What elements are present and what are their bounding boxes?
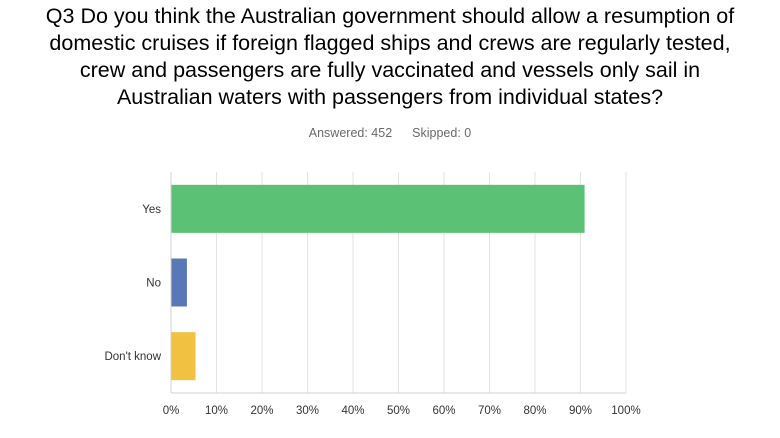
answered-count: Answered: 452	[308, 126, 393, 140]
x-tick-label: 20%	[250, 405, 273, 417]
bar	[171, 332, 196, 381]
skipped-count: Skipped: 0	[412, 126, 472, 140]
x-tick-label: 30%	[296, 405, 319, 417]
question-title: Q3 Do you think the Australian governmen…	[0, 3, 780, 111]
x-tick-label: 40%	[341, 405, 364, 417]
category-label: Don't know	[104, 351, 161, 363]
x-tick-label: 100%	[611, 405, 640, 417]
response-stats: Answered: 452 Skipped: 0	[0, 126, 780, 140]
x-tick-label: 0%	[163, 405, 180, 417]
x-tick-label: 70%	[478, 405, 501, 417]
bar	[171, 184, 585, 233]
question-title-line: crew and passengers are fully vaccinated…	[79, 58, 701, 82]
x-tick-label: 10%	[205, 405, 228, 417]
question-title-line: Q3 Do you think the Australian governmen…	[45, 4, 735, 28]
x-tick-label: 50%	[387, 405, 410, 417]
bar	[171, 258, 187, 307]
category-label: No	[146, 278, 161, 290]
question-title-line: Australian waters with passengers from i…	[116, 85, 664, 109]
x-tick-label: 90%	[569, 405, 592, 417]
x-tick-label: 60%	[432, 405, 455, 417]
category-label: Yes	[142, 204, 161, 216]
x-tick-label: 80%	[523, 405, 546, 417]
question-title-line: domestic cruises if foreign flagged ship…	[49, 31, 731, 55]
